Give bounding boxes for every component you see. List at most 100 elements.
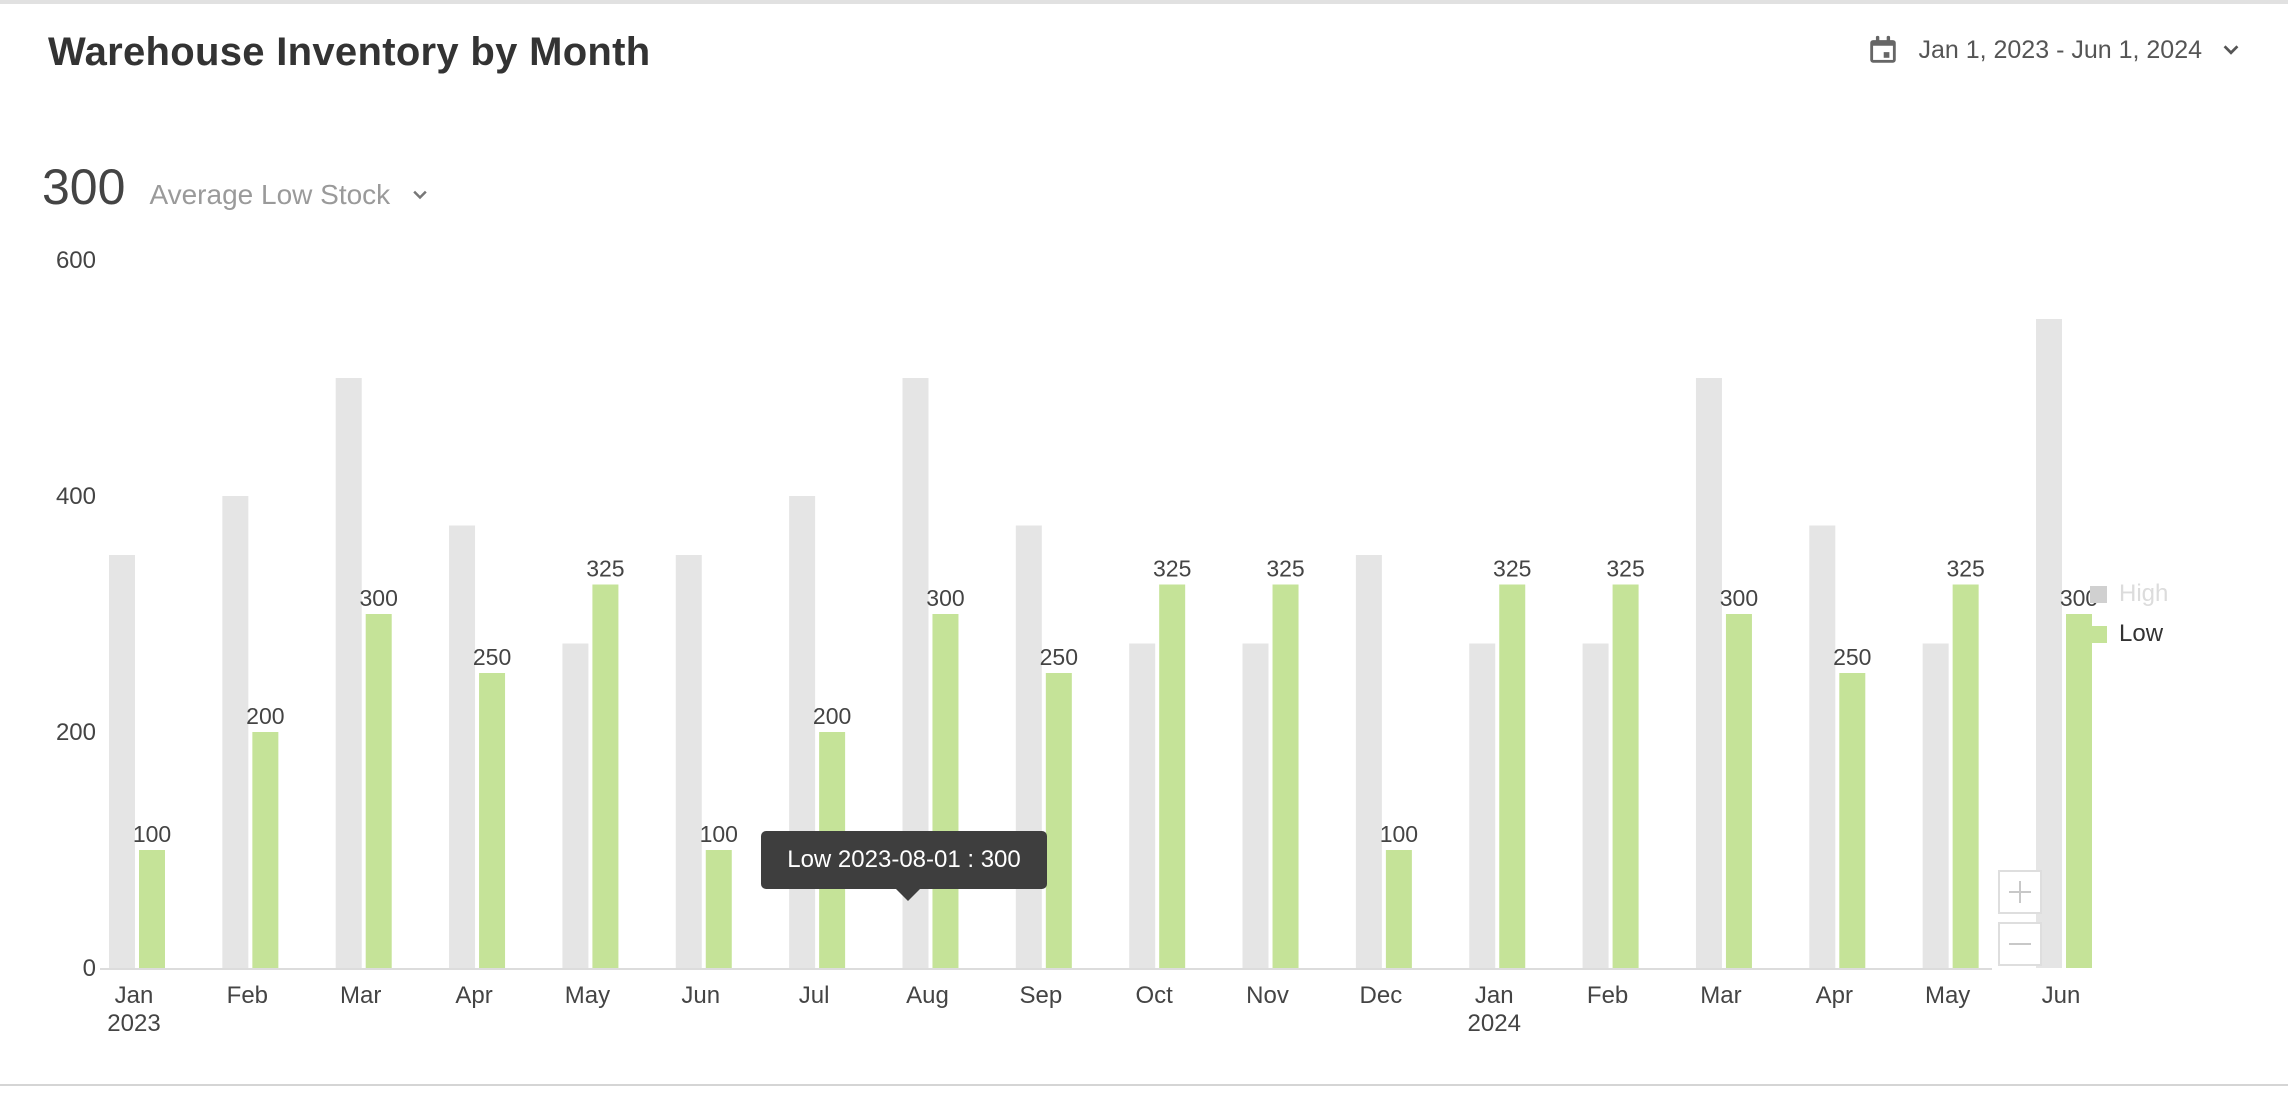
chevron-down-icon: [413, 190, 427, 200]
chart-title: Warehouse Inventory by Month: [48, 30, 651, 74]
data-label: 325: [586, 556, 624, 582]
bar-high: [1809, 525, 1836, 968]
metric-label: Average Low Stock: [149, 179, 391, 210]
plus-icon: [2009, 881, 2031, 903]
x-year-label: 2023: [107, 1010, 160, 1037]
bar-high: [1922, 643, 1949, 968]
bar-high: [1355, 555, 1382, 968]
bar-low: [479, 673, 506, 968]
bar-high: [789, 496, 816, 968]
bar-low: [2066, 614, 2092, 968]
zoom-in-button[interactable]: [1998, 870, 2042, 914]
bar-high: [1129, 643, 1156, 968]
legend: High Low: [2090, 574, 2168, 654]
bar-low: [252, 732, 279, 968]
x-tick-label: May: [1925, 982, 1970, 1009]
bar-low: [1385, 850, 1412, 968]
bar-high: [1695, 378, 1722, 968]
bar-low: [1839, 673, 1866, 968]
legend-item-low[interactable]: Low: [2090, 614, 2168, 654]
legend-label-high: High: [2119, 580, 2169, 607]
x-tick-label: Nov: [1246, 982, 1289, 1009]
x-tick-label: Dec: [1360, 982, 1403, 1009]
bar-high: [1469, 643, 1496, 968]
data-label: 100: [1380, 821, 1418, 847]
bar-low: [139, 850, 165, 968]
x-tick-label: Feb: [227, 982, 268, 1009]
minus-icon: [2009, 943, 2031, 945]
y-tick-label: 0: [83, 955, 96, 982]
bar-high: [1015, 525, 1042, 968]
data-label: 200: [813, 703, 851, 729]
chevron-down-icon: [2223, 45, 2239, 55]
bar-low: [1159, 584, 1186, 968]
bar-low: [1499, 584, 1526, 968]
bottom-border: [0, 1084, 2288, 1086]
y-tick-label: 200: [56, 719, 96, 746]
bar-high: [335, 378, 362, 968]
bar-low: [705, 850, 732, 968]
bar-low: [1272, 584, 1299, 968]
bar-high: [1582, 643, 1609, 968]
bar-low: [1045, 673, 1072, 968]
x-tick-label: Sep: [1019, 982, 1062, 1009]
legend-swatch-high: [2090, 585, 2107, 603]
bar-low: [592, 584, 619, 968]
data-label: 250: [1833, 644, 1871, 670]
x-tick-label: Jan: [1475, 982, 1514, 1009]
x-tick-label: Apr: [1816, 982, 1853, 1009]
data-label: 100: [133, 821, 171, 847]
x-tick-label: Mar: [340, 982, 381, 1009]
data-label: 100: [700, 821, 738, 847]
metric-value: 300: [42, 159, 126, 215]
date-range-text: Jan 1, 2023 - Jun 1, 2024: [1918, 35, 2202, 64]
metric-selector[interactable]: Average Low Stock: [149, 179, 430, 211]
x-tick-label: Jul: [799, 982, 830, 1009]
data-label: 325: [1493, 556, 1531, 582]
metric-summary: 300 Average Low Stock: [42, 158, 430, 216]
bar-high: [1242, 643, 1269, 968]
date-range-picker[interactable]: Jan 1, 2023 - Jun 1, 2024: [1866, 32, 2242, 68]
top-border: [0, 0, 2288, 4]
bar-high: [222, 496, 249, 968]
x-tick-label: May: [565, 982, 610, 1009]
bar-low: [932, 614, 959, 968]
x-tick-label: Feb: [1587, 982, 1628, 1009]
x-tick-label: Jun: [681, 982, 720, 1009]
bar-low: [1612, 584, 1639, 968]
calendar-icon: [1870, 35, 1897, 63]
data-label: 200: [246, 703, 284, 729]
x-tick-label: Oct: [1136, 982, 1174, 1009]
x-tick-label: Jun: [2042, 982, 2081, 1009]
bar-high: [562, 643, 589, 968]
bar-high: [675, 555, 702, 968]
x-tick-label: Apr: [455, 982, 492, 1009]
data-label: 250: [473, 644, 511, 670]
legend-swatch-low: [2090, 625, 2107, 643]
x-tick-label: Mar: [1700, 982, 1741, 1009]
data-label: 300: [1720, 585, 1758, 611]
y-tick-label: 400: [56, 483, 96, 510]
data-label: 325: [1946, 556, 1984, 582]
bar-low: [1725, 614, 1752, 968]
y-tick-label: 600: [56, 247, 96, 274]
bar-low: [1952, 584, 1979, 968]
data-label: 325: [1606, 556, 1644, 582]
data-label: 325: [1266, 556, 1304, 582]
data-label: 300: [360, 585, 398, 611]
x-year-label: 2024: [1468, 1010, 1521, 1037]
bar-high: [109, 555, 135, 968]
x-tick-label: Jan: [115, 982, 154, 1009]
bar-high: [449, 525, 476, 968]
chart-tooltip: Low 2023-08-01 : 300: [761, 831, 1047, 901]
legend-label-low: Low: [2119, 620, 2164, 647]
zoom-out-button[interactable]: [1998, 922, 2042, 966]
legend-item-high[interactable]: High: [2090, 574, 2168, 614]
data-label: 325: [1153, 556, 1191, 582]
bar-low: [365, 614, 392, 968]
data-label: 300: [926, 585, 964, 611]
bar-high: [2036, 319, 2062, 968]
x-tick-label: Aug: [906, 982, 949, 1009]
data-label: 250: [1040, 644, 1078, 670]
